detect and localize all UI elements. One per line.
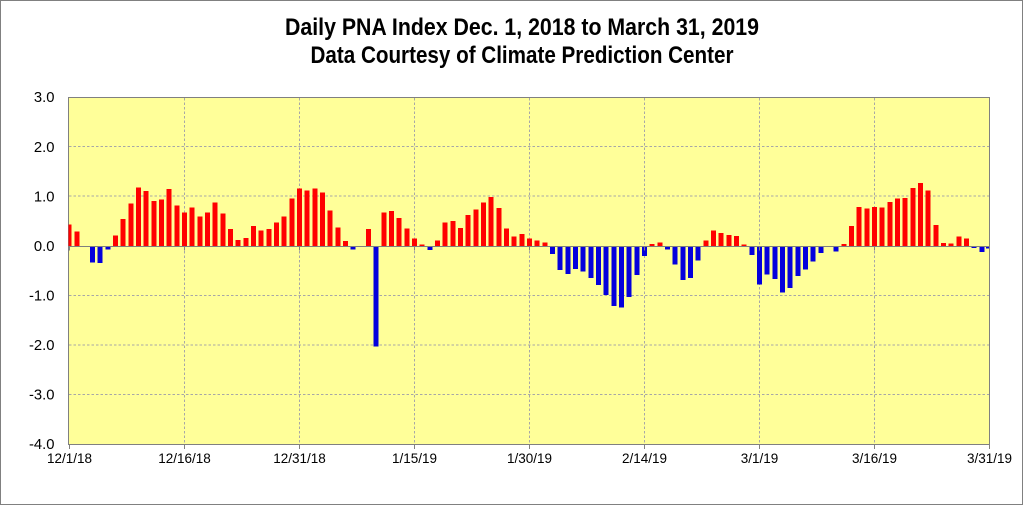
svg-text:Daily PNA Index Dec. 1, 2018 t: Daily PNA Index Dec. 1, 2018 to March 31… xyxy=(285,14,759,41)
svg-text:1.0: 1.0 xyxy=(34,189,55,205)
svg-text:3.0: 3.0 xyxy=(34,90,55,106)
svg-text:1/30/19: 1/30/19 xyxy=(507,451,552,466)
svg-text:1/15/19: 1/15/19 xyxy=(392,451,437,466)
svg-text:Data Courtesy of Climate Predi: Data Courtesy of Climate Prediction Cent… xyxy=(311,42,734,69)
svg-text:-2.0: -2.0 xyxy=(29,338,55,354)
svg-text:-3.0: -3.0 xyxy=(29,388,55,404)
svg-text:3/1/19: 3/1/19 xyxy=(741,451,779,466)
svg-text:12/16/18: 12/16/18 xyxy=(158,451,211,466)
svg-text:-4.0: -4.0 xyxy=(29,437,55,453)
svg-text:-1.0: -1.0 xyxy=(29,289,55,305)
svg-text:12/31/18: 12/31/18 xyxy=(273,451,326,466)
svg-text:0.0: 0.0 xyxy=(34,239,55,255)
svg-text:12/1/18: 12/1/18 xyxy=(47,451,92,466)
svg-text:2/14/19: 2/14/19 xyxy=(622,451,667,466)
svg-text:3/16/19: 3/16/19 xyxy=(852,451,897,466)
svg-text:3/31/19: 3/31/19 xyxy=(967,451,1012,466)
svg-text:2.0: 2.0 xyxy=(34,140,55,156)
